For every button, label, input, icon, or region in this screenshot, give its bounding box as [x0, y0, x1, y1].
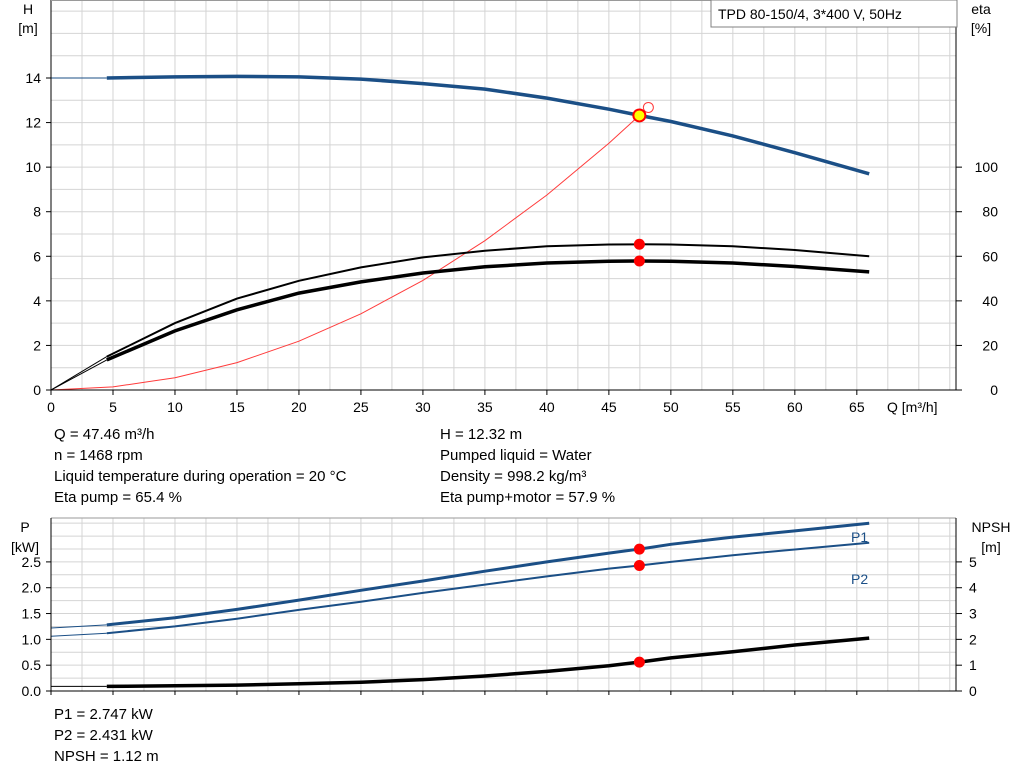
x-tick-label: 20 [291, 399, 307, 415]
p1-lead-line [50, 624, 107, 629]
x-tick-label: 15 [229, 399, 245, 415]
x-tick-label: 25 [353, 399, 369, 415]
info-density: Density = 998.2 kg/m³ [440, 468, 587, 485]
bottom-grid [51, 518, 956, 691]
x-tick-label: 65 [849, 399, 865, 415]
bottom-y-left-tick-label: 2.5 [22, 554, 42, 570]
duty-point-eta-pump-marker [633, 238, 645, 250]
y-right-tick-label: 0 [990, 382, 998, 398]
top-axes [46, 0, 962, 395]
info-p2: P2 = 2.431 kW [54, 727, 153, 744]
series-label-p2: P2 [851, 571, 868, 587]
bottom-y-left-tick-label: 0.5 [22, 657, 42, 673]
y-right-tick-label: 100 [975, 159, 999, 175]
bottom-series [50, 521, 870, 689]
x-tick-label: 50 [663, 399, 679, 415]
tick-labels: 0 5 10 15 20 25 30 35 40 45 50 55 60 6502468101214020… [22, 70, 999, 699]
y-left-tick-label: 4 [33, 293, 41, 309]
top-grid [51, 0, 956, 390]
bottom-axes [46, 517, 962, 695]
system-curve-line [50, 115, 640, 391]
duty-point-markers [632, 101, 654, 668]
info-eta-pump: Eta pump = 65.4 % [54, 489, 182, 506]
info-head: H = 12.32 m [440, 426, 523, 443]
npsh-line [106, 636, 870, 689]
y-left-tick-label: 6 [33, 248, 41, 264]
x-tick-label: 40 [539, 399, 555, 415]
bottom-y-right-tick-label: 4 [969, 580, 977, 596]
x-axis-label: Q [m³/h] [887, 399, 938, 415]
bottom-y-left-tick-label: 2.0 [22, 580, 42, 596]
duty-point-head-marker [632, 108, 647, 123]
info-block-power: P1 = 2.747 kW P2 = 2.431 kW NPSH = 1.12 … [54, 704, 159, 767]
chart-title: TPD 80-150/4, 3*400 V, 50Hz [718, 6, 902, 22]
top-series [50, 74, 870, 391]
bottom-y-left-label-line1: P [20, 519, 29, 535]
info-eta-pump-motor: Eta pump+motor = 57.9 % [440, 489, 616, 506]
x-tick-label: 60 [787, 399, 803, 415]
x-tick-label: 10 [167, 399, 183, 415]
y-left-tick-label: 10 [25, 159, 41, 175]
bottom-y-left-tick-label: 0.0 [22, 683, 42, 699]
y-left-tick-label: 8 [33, 204, 41, 220]
info-block-right: H = 12.32 m Pumped liquid = Water Densit… [440, 424, 615, 508]
bottom-y-right-tick-label: 3 [969, 606, 977, 622]
bottom-y-left-label-line2: [kW] [11, 539, 39, 555]
bottom-y-left-tick-label: 1.5 [22, 606, 42, 622]
p2-lead-line [50, 632, 107, 637]
system-curve-end-marker [642, 101, 654, 113]
bottom-y-right-label-line2: [m] [981, 539, 1000, 555]
y-right-tick-label: 80 [982, 204, 998, 220]
duty-point-p2-marker [633, 559, 645, 571]
duty-point-npsh-marker [633, 656, 645, 668]
y-left-label-line1: H [23, 1, 33, 17]
y-right-tick-label: 60 [982, 248, 998, 264]
x-tick-label: 30 [415, 399, 431, 415]
y-right-label-line1: eta [971, 1, 991, 17]
info-liquid-temperature: Liquid temperature during operation = 20… [54, 468, 347, 485]
series-label-p1: P1 [851, 529, 868, 545]
info-flow: Q = 47.46 m³/h [54, 426, 155, 443]
y-left-label-line2: [m] [18, 20, 37, 36]
info-block-left: Q = 47.46 m³/h n = 1468 rpm Liquid tempe… [54, 424, 346, 508]
info-p1: P1 = 2.747 kW [54, 706, 153, 723]
x-tick-label: 35 [477, 399, 493, 415]
p1-line [106, 521, 870, 627]
y-left-tick-label: 14 [25, 70, 41, 86]
info-pumped-liquid: Pumped liquid = Water [440, 447, 592, 464]
x-tick-label: 5 [109, 399, 117, 415]
y-right-tick-label: 20 [982, 337, 998, 353]
info-npsh: NPSH = 1.12 m [54, 748, 159, 765]
eta-pump-motor-line [106, 259, 870, 362]
duty-point-p1-marker [633, 543, 645, 555]
eta-pump-motor-lead-line [50, 359, 108, 391]
bottom-y-right-tick-label: 5 [969, 554, 977, 570]
y-left-tick-label: 2 [33, 337, 41, 353]
bottom-y-right-tick-label: 0 [969, 683, 977, 699]
bottom-y-right-tick-label: 2 [969, 631, 977, 647]
x-tick-label: 45 [601, 399, 617, 415]
y-right-label-line2: [%] [971, 20, 991, 36]
head-curve-line [106, 74, 870, 176]
bottom-y-right-tick-label: 1 [969, 657, 977, 673]
info-speed: n = 1468 rpm [54, 447, 143, 464]
duty-point-eta-pump-motor-marker [633, 255, 645, 267]
x-tick-label: 55 [725, 399, 741, 415]
y-right-tick-label: 40 [982, 293, 998, 309]
bottom-y-left-tick-label: 1.0 [22, 631, 42, 647]
p2-line [106, 541, 870, 635]
y-left-tick-label: 12 [25, 115, 41, 131]
bottom-y-right-label-line1: NPSH [972, 519, 1011, 535]
y-left-tick-label: 0 [33, 382, 41, 398]
eta-pump-line [106, 243, 870, 358]
x-tick-label: 0 [47, 399, 55, 415]
title-box [710, 0, 958, 28]
